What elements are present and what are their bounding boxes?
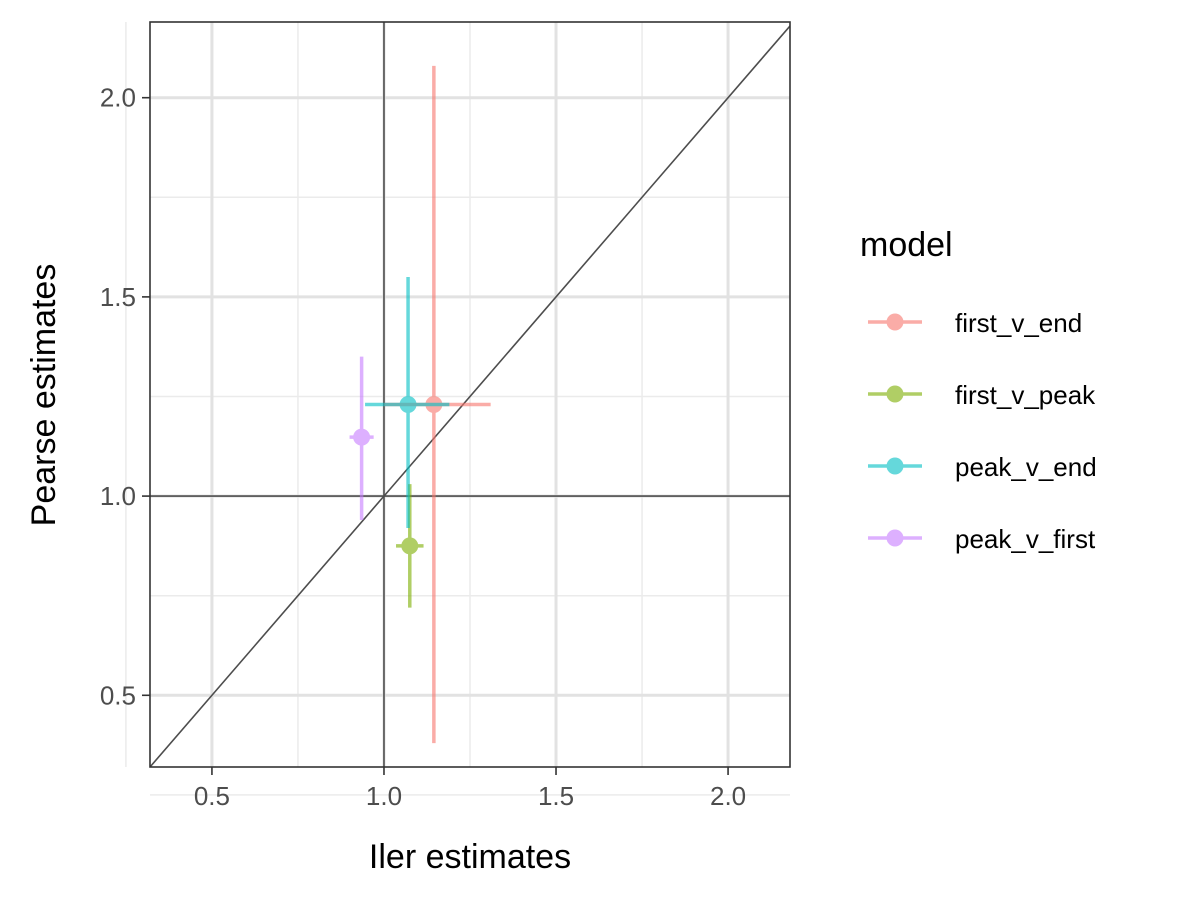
x-tick-label: 2.0 [710,781,746,811]
axes: 0.5 1.0 1.5 2.0 0.5 1.0 1.5 2.0 [100,83,746,811]
x-tick-label: 0.5 [194,781,230,811]
legend: model first_v_end first_v_peak peak_v_endp… [860,226,1097,554]
legend-key-point [886,313,904,331]
y-tick-label: 0.5 [100,680,136,710]
reference-lines [150,22,790,767]
y-tick-label: 1.5 [100,282,136,312]
legend-label: first_v_end [955,308,1082,338]
data-point [353,428,371,446]
identity-line [150,24,790,767]
legend-label: peak_v_end [955,452,1097,482]
x-axis-title: Iler estimates [369,838,571,876]
legend-key [868,385,922,403]
legend-item-peak_v_end: peak_v_end [868,452,1097,482]
y-axis-title: Pearse estimates [25,264,63,527]
legend-title: model [860,226,953,264]
x-tick-label: 1.0 [366,781,402,811]
legend-key [868,313,922,331]
legend-label: peak_v_first [955,524,1096,554]
legend-item-first_v_end: first_v_end [868,308,1082,338]
series-layer [349,65,491,744]
plot-area: 0.5 1.0 1.5 2.0 0.5 1.0 1.5 2.0 [100,21,791,811]
legend-key-point [886,529,904,547]
data-point [399,395,417,413]
data-point [401,537,419,555]
x-tick-label: 1.5 [538,781,574,811]
legend-item-first_v_peak: first_v_peak [868,380,1096,410]
legend-label: first_v_peak [955,380,1096,410]
legend-key-point [886,385,904,403]
series-peak_v_end [365,276,450,528]
panel-border [149,21,791,768]
y-tick-label: 1.0 [100,481,136,511]
series-peak_v_first [349,356,374,520]
legend-item-peak_v_first: peak_v_first [868,524,1096,554]
legend-key [868,457,922,475]
legend-key [868,529,922,547]
y-tick-label: 2.0 [100,83,136,113]
legend-key-point [886,457,904,475]
